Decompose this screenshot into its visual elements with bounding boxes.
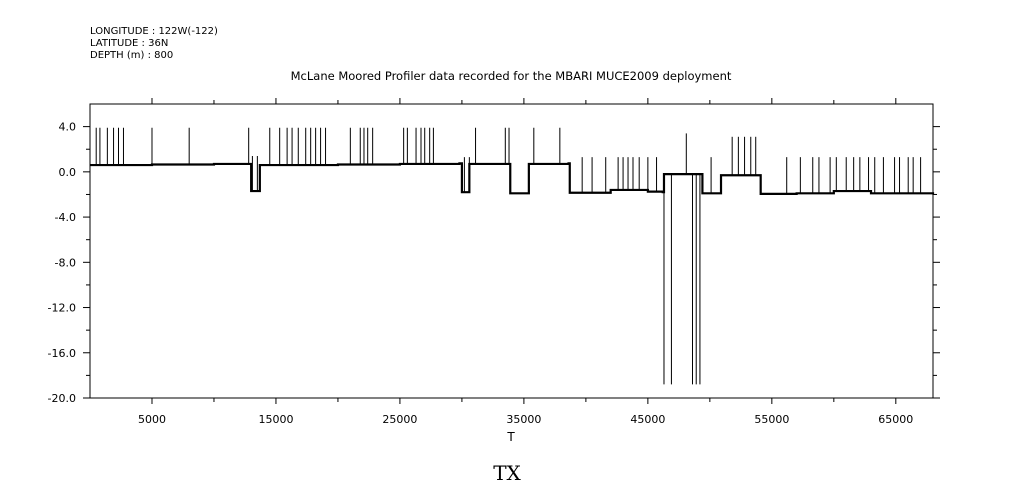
x-tick-label: 5000 bbox=[138, 413, 166, 426]
axis-ticks bbox=[83, 98, 940, 404]
x-tick-label: 15000 bbox=[258, 413, 293, 426]
chart-title: McLane Moored Profiler data recorded for… bbox=[291, 69, 732, 83]
series-line bbox=[90, 162, 935, 195]
y-tick-label: -16.0 bbox=[48, 347, 76, 360]
x-tick-label: 25000 bbox=[382, 413, 417, 426]
depth-label: DEPTH (m) : 800 bbox=[90, 50, 174, 61]
x-tick-label: 35000 bbox=[506, 413, 541, 426]
longitude-label: LONGITUDE : 122W(-122) bbox=[90, 26, 218, 37]
axis-tick-labels: 5000 15000 25000 35000 45000 55000 65000 4.0 0.0… bbox=[48, 121, 914, 426]
y-tick-label: -20.0 bbox=[48, 392, 76, 405]
x-tick-label: 55000 bbox=[754, 413, 789, 426]
x-axis-label: T bbox=[506, 430, 515, 444]
x-tick-label: 45000 bbox=[630, 413, 665, 426]
latitude-label: LATITUDE : 36N bbox=[90, 38, 169, 49]
x-tick-label: 65000 bbox=[878, 413, 913, 426]
figure-label: TX bbox=[493, 461, 521, 485]
y-tick-label: -8.0 bbox=[55, 256, 76, 269]
y-tick-label: 0.0 bbox=[59, 166, 77, 179]
y-tick-label: -12.0 bbox=[48, 302, 76, 315]
plot-frame bbox=[89, 103, 934, 399]
data-spikes bbox=[95, 127, 922, 385]
y-tick-label: 4.0 bbox=[59, 121, 77, 134]
y-tick-label: -4.0 bbox=[55, 211, 76, 224]
